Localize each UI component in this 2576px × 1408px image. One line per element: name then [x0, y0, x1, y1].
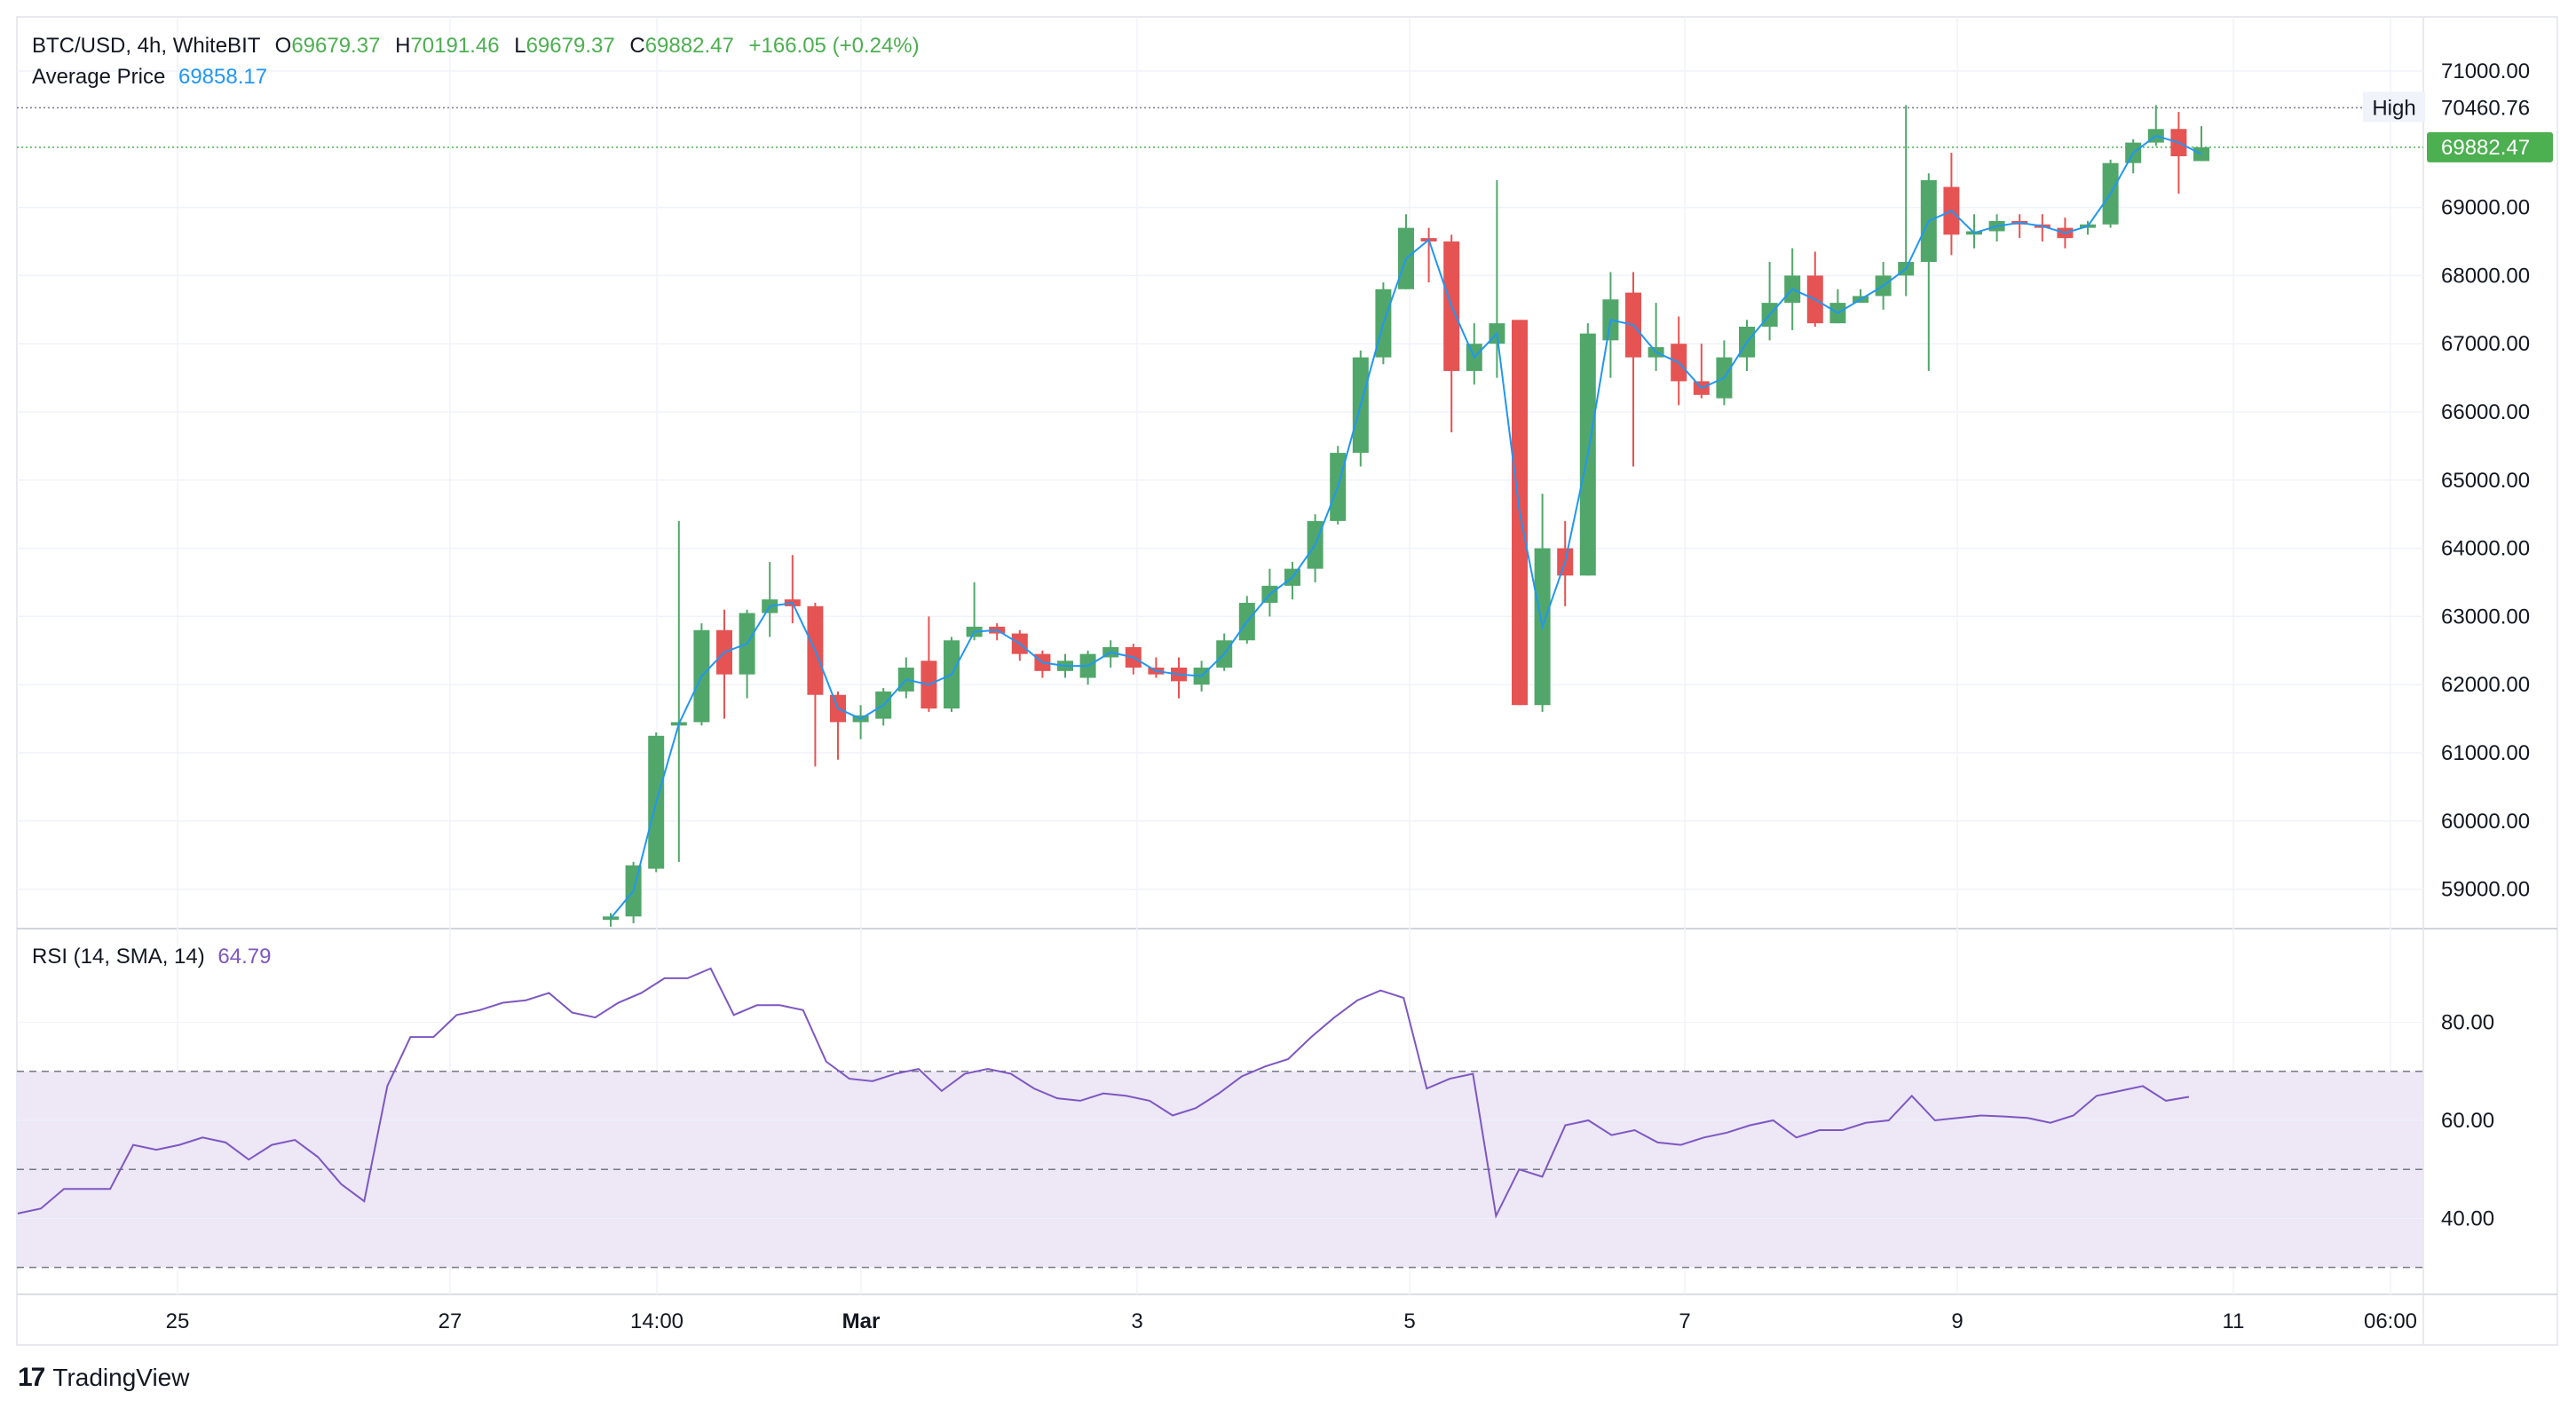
- time-tick-label: 3: [1131, 1309, 1142, 1333]
- high-tag-label: High: [2372, 96, 2415, 120]
- average-price-label: Average Price: [32, 65, 166, 89]
- open-label: O: [274, 34, 292, 58]
- time-tick-label: 27: [439, 1309, 462, 1333]
- time-tick-label: 06:00: [2364, 1309, 2417, 1333]
- rsi-line: [17, 967, 2190, 1219]
- price-tick-label: 62000.00: [2441, 673, 2530, 697]
- price-tick-label: 67000.00: [2441, 332, 2530, 356]
- high-value-label: 70460.76: [2441, 96, 2530, 120]
- last-price-value: 69882.47: [2441, 136, 2530, 160]
- low-label: L: [514, 34, 526, 58]
- price-tick-label: 68000.00: [2441, 264, 2530, 288]
- rsi-tick-label: 80.00: [2441, 1011, 2494, 1035]
- tradingview-brand[interactable]: 17 TradingView: [18, 1363, 189, 1393]
- average-price-path: [610, 134, 2202, 919]
- close-label: C: [629, 34, 645, 58]
- time-tick-label: 14:00: [630, 1309, 684, 1333]
- rsi-label: RSI (14, SMA, 14): [32, 945, 205, 969]
- price-tick-label: 63000.00: [2441, 605, 2530, 629]
- last-price-tag: [2427, 131, 2553, 162]
- price-tick-label: 66000.00: [2441, 400, 2530, 424]
- high-value: 70191.46: [410, 34, 500, 58]
- price-tick-label: 65000.00: [2441, 469, 2530, 493]
- rsi-tick-label: 40.00: [2441, 1206, 2494, 1230]
- time-tick-label: 11: [2223, 1309, 2245, 1333]
- rsi-tick-label: 60.00: [2441, 1109, 2494, 1133]
- close-value: 69882.47: [644, 34, 734, 58]
- price-tick-label: 59000.00: [2441, 878, 2530, 902]
- rsi-pane: [17, 967, 2423, 1269]
- symbol-legend: BTC/USD, 4h, WhiteBIT O69679.37 H70191.4…: [32, 34, 920, 59]
- average-price-value: 69858.17: [178, 65, 268, 89]
- change-value: +166.05 (+0.24%): [748, 34, 920, 58]
- time-tick-label: 5: [1403, 1309, 1415, 1333]
- brand-name: TradingView: [52, 1364, 190, 1391]
- price-tick-label: 60000.00: [2441, 810, 2530, 834]
- chart-frame: [16, 16, 2558, 1346]
- price-tick-label: 61000.00: [2441, 741, 2530, 765]
- average-price-line: [610, 134, 2202, 919]
- time-axis[interactable]: 25 27 14:00 Mar 3 5 7 9 11 06:00: [166, 1309, 2417, 1333]
- time-tick-label: 25: [166, 1309, 190, 1333]
- rsi-legend[interactable]: RSI (14, SMA, 14) 64.79: [32, 945, 271, 969]
- price-tick-label: 64000.00: [2441, 537, 2530, 561]
- price-axis[interactable]: 71000.00 69000.00 68000.00 67000.00 66000.00…: [2363, 59, 2553, 1230]
- open-value: 69679.37: [291, 34, 381, 58]
- time-tick-label: 7: [1679, 1309, 1690, 1333]
- price-tick-label: 71000.00: [2441, 59, 2530, 83]
- average-price-legend[interactable]: Average Price 69858.17: [32, 65, 267, 90]
- symbol-title[interactable]: BTC/USD, 4h, WhiteBIT: [32, 34, 260, 58]
- low-value: 69679.37: [525, 34, 615, 58]
- high-tag: [2363, 91, 2425, 123]
- rsi-value: 64.79: [217, 945, 272, 969]
- high-label: H: [395, 34, 411, 58]
- price-tick-label: 69000.00: [2441, 196, 2530, 220]
- time-tick-label: Mar: [842, 1309, 881, 1333]
- tradingview-logo-icon: 17: [18, 1363, 45, 1392]
- time-tick-label: 9: [1951, 1309, 1963, 1333]
